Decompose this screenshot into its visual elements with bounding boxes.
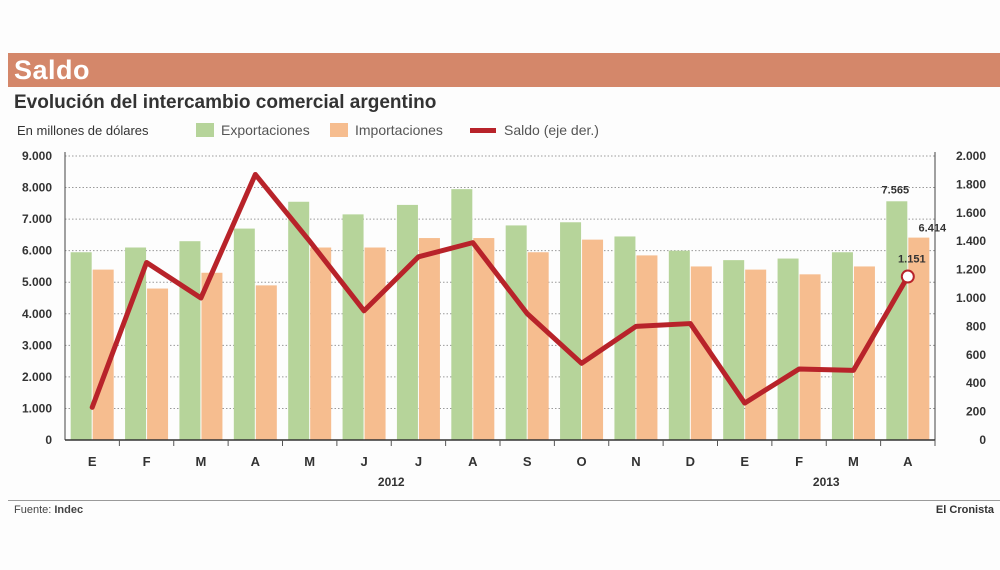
- footer-rule: [8, 500, 1000, 501]
- source-prefix: Fuente:: [14, 504, 52, 516]
- right-tick-label: 1.200: [956, 263, 986, 277]
- left-tick-label: 1.000: [22, 401, 52, 415]
- year-label: 2013: [813, 475, 840, 489]
- bar-importaciones: [690, 266, 712, 440]
- x-category-label: S: [523, 454, 532, 469]
- bar-exportaciones: [560, 222, 582, 440]
- legend-exportaciones-swatch: [196, 123, 214, 137]
- data-label: 6.414: [919, 223, 947, 235]
- left-tick-label: 6.000: [22, 244, 52, 258]
- saldo-line: [89, 171, 911, 410]
- right-tick-label: 200: [966, 405, 986, 419]
- bar-importaciones: [636, 255, 658, 440]
- x-category-label: F: [143, 454, 151, 469]
- bar-exportaciones: [505, 225, 527, 440]
- left-tick-label: 2.000: [22, 370, 52, 384]
- saldo-end-marker: [900, 269, 915, 284]
- chart-title: Evolución del intercambio comercial arge…: [14, 92, 437, 113]
- left-tick-label: 5.000: [22, 275, 52, 289]
- bar-exportaciones: [831, 252, 853, 440]
- left-tick-label: 3.000: [22, 338, 52, 352]
- bar-importaciones: [310, 247, 332, 440]
- x-category-label: M: [196, 454, 207, 469]
- right-tick-label: 2.000: [956, 149, 986, 163]
- right-tick-label: 800: [966, 319, 986, 333]
- right-tick-label: 1.600: [956, 206, 986, 220]
- x-category-label: M: [848, 454, 859, 469]
- bar-importaciones: [255, 285, 277, 440]
- data-label: 1.151: [898, 254, 926, 266]
- x-category-label: E: [740, 454, 749, 469]
- right-tick-label: 1.000: [956, 291, 986, 305]
- bar-importaciones: [582, 239, 604, 440]
- header-bar: [8, 53, 1000, 87]
- header-title: Saldo: [14, 55, 91, 85]
- data-label: 7.565: [882, 184, 910, 196]
- bar-exportaciones: [342, 214, 364, 440]
- bar-exportaciones: [451, 189, 473, 440]
- line-layer: [89, 171, 915, 410]
- x-category-label: D: [686, 454, 695, 469]
- bar-importaciones: [201, 272, 223, 440]
- bar-exportaciones: [396, 204, 418, 440]
- source-label: Fuente: Indec: [14, 504, 83, 516]
- bars-layer: [70, 189, 930, 440]
- x-category-label: M: [304, 454, 315, 469]
- bar-exportaciones: [125, 247, 147, 440]
- x-category-label: A: [251, 454, 261, 469]
- bar-importaciones: [908, 237, 930, 440]
- bar-importaciones: [799, 274, 821, 440]
- legend-importaciones: Importaciones: [330, 121, 443, 139]
- left-tick-label: 8.000: [22, 181, 52, 195]
- bar-exportaciones: [723, 260, 745, 440]
- right-tick-label: 1.400: [956, 234, 986, 248]
- bar-importaciones: [745, 269, 767, 440]
- right-tick-label: 400: [966, 376, 986, 390]
- left-tick-label: 7.000: [22, 212, 52, 226]
- right-tick-label: 1.800: [956, 177, 986, 191]
- x-category-label: O: [577, 454, 587, 469]
- left-tick-label: 0: [45, 433, 52, 447]
- legend-importaciones-swatch: [330, 123, 348, 137]
- legend-saldo: Saldo (eje der.): [470, 121, 599, 139]
- bar-exportaciones: [233, 228, 255, 440]
- unit-label: En millones de dólares: [17, 123, 149, 138]
- bar-importaciones: [473, 238, 495, 440]
- bar-exportaciones: [614, 236, 636, 440]
- bar-exportaciones: [886, 201, 908, 440]
- axes-layer: 0 1.000 2.000 3.000 4.000 5.000 6.000 7.000 8.00…: [22, 149, 986, 489]
- labels-layer: 7.565 6.414 1.151: [882, 184, 947, 265]
- legend-exportaciones: Exportaciones: [196, 121, 310, 139]
- x-category-label: N: [631, 454, 640, 469]
- left-tick-label: 9.000: [22, 149, 52, 163]
- bar-importaciones: [147, 288, 169, 440]
- legend-exportaciones-label: Exportaciones: [221, 122, 310, 138]
- legend-importaciones-label: Importaciones: [355, 122, 443, 138]
- bar-importaciones: [418, 238, 440, 440]
- left-tick-label: 4.000: [22, 307, 52, 321]
- x-category-label: A: [903, 454, 913, 469]
- bar-importaciones: [364, 247, 386, 440]
- x-category-label: A: [468, 454, 478, 469]
- right-tick-label: 600: [966, 348, 986, 362]
- x-category-label: J: [415, 454, 422, 469]
- bar-exportaciones: [179, 241, 201, 440]
- x-category-label: J: [360, 454, 367, 469]
- legend-saldo-label: Saldo (eje der.): [504, 122, 599, 138]
- bar-importaciones: [527, 252, 549, 440]
- bar-exportaciones: [777, 258, 799, 440]
- bar-exportaciones: [288, 201, 310, 440]
- bar-exportaciones: [70, 252, 92, 440]
- source-name: Indec: [54, 504, 84, 516]
- right-tick-label: 0: [979, 433, 986, 447]
- legend-saldo-line: [470, 127, 496, 133]
- x-category-label: E: [88, 454, 97, 469]
- year-label: 2012: [378, 475, 405, 489]
- x-category-label: F: [795, 454, 803, 469]
- bar-exportaciones: [668, 250, 690, 440]
- publisher-label: El Cronista: [935, 504, 994, 516]
